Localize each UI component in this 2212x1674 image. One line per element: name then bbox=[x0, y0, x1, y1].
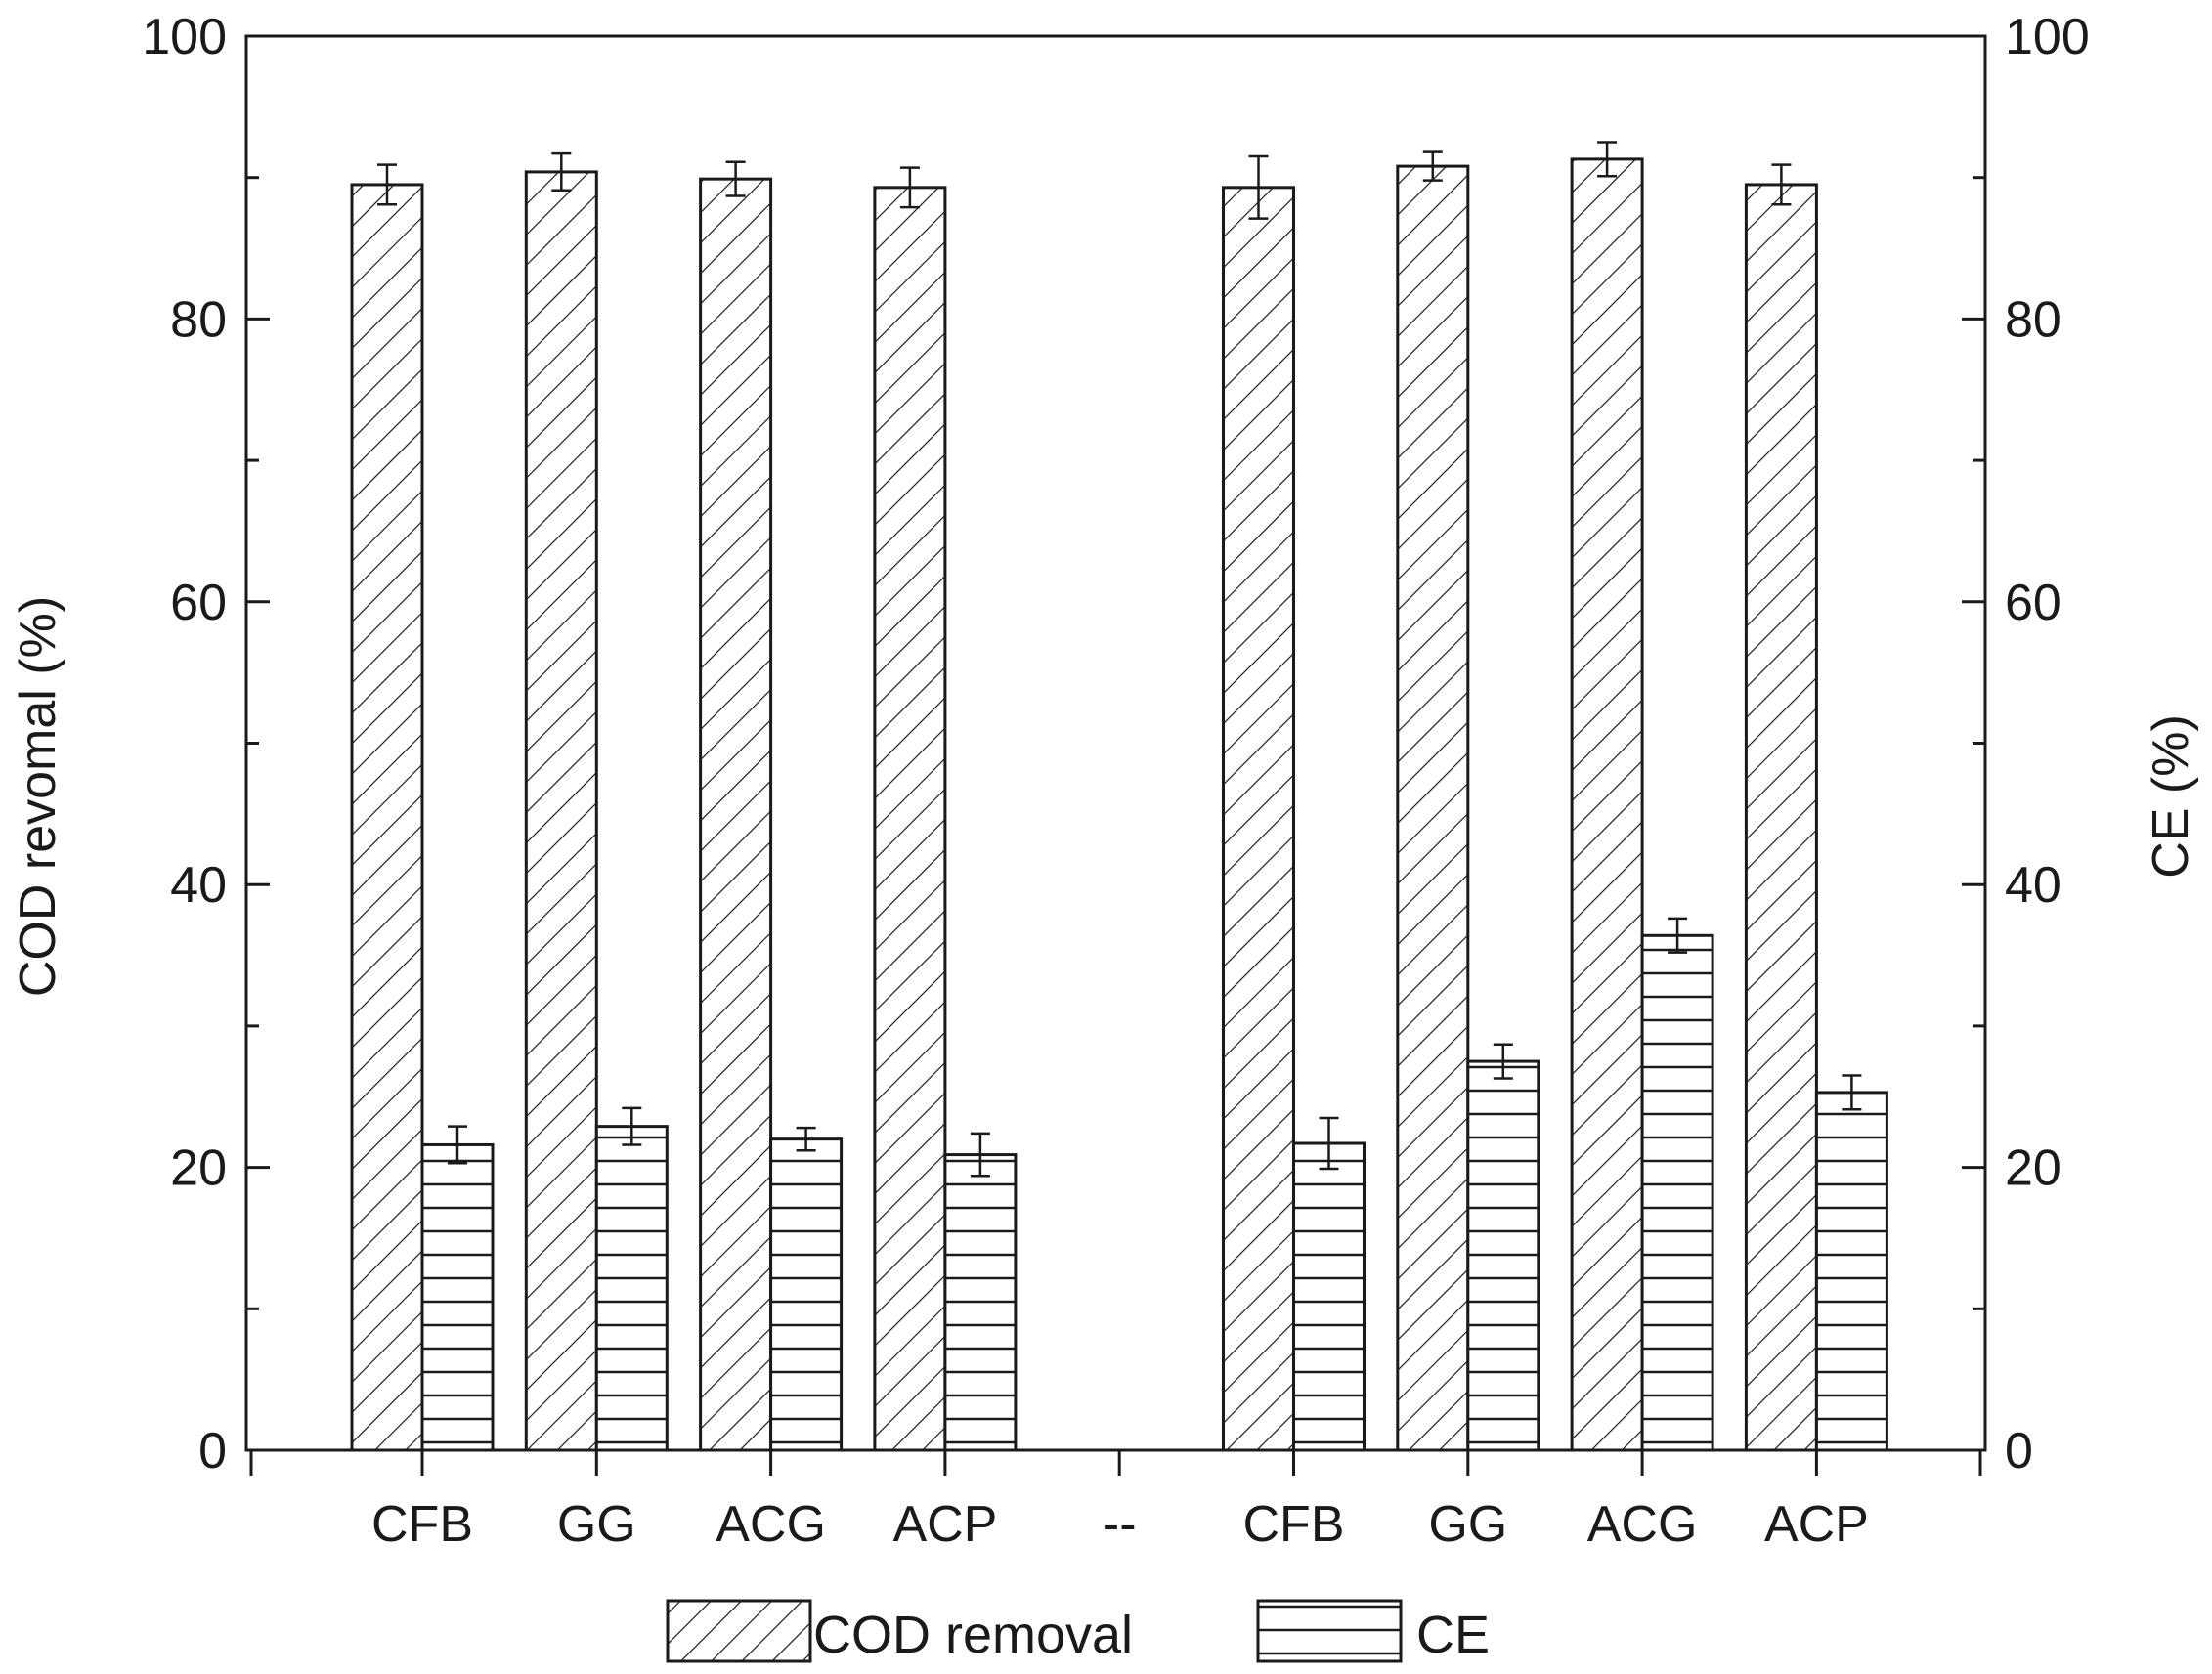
cod-removal-series bbox=[350, 157, 1818, 1452]
y2-tick-label-20: 20 bbox=[2005, 1140, 2061, 1197]
bar-ce-acg-7 bbox=[1640, 933, 1714, 1452]
legend: COD removal CE bbox=[666, 1599, 1490, 1664]
legend-swatch-cod-removal bbox=[666, 1599, 812, 1663]
y-tick-label-0: 0 bbox=[198, 1423, 227, 1480]
bar-cod-removal-acp-3 bbox=[873, 186, 947, 1452]
bar-cod-removal-acp-8 bbox=[1744, 183, 1818, 1452]
bar-cod-removal-gg-6 bbox=[1396, 164, 1470, 1452]
y-tick-label-60: 60 bbox=[170, 575, 227, 631]
y-tick-label-100: 100 bbox=[142, 9, 227, 65]
bar-cod-removal-cfb-0 bbox=[350, 183, 424, 1452]
x-tick-label-acg-7: ACG bbox=[1587, 1496, 1698, 1553]
x-tick-label-separator-4: -- bbox=[1103, 1496, 1137, 1553]
plot-frame bbox=[244, 34, 1987, 1452]
plot-area bbox=[244, 34, 1987, 1476]
x-tick-label-acp-3: ACP bbox=[892, 1496, 997, 1553]
y-axis-title: COD revomal (%) bbox=[10, 596, 66, 997]
left-y-axis: 0 20 40 60 80 100 bbox=[142, 9, 227, 1480]
x-tick-label-acg-2: ACG bbox=[716, 1496, 826, 1553]
y2-tick-label-0: 0 bbox=[2005, 1423, 2033, 1480]
right-y-axis: 0 20 40 60 80 100 bbox=[2005, 9, 2090, 1480]
y-tick-label-80: 80 bbox=[170, 291, 227, 348]
bar-ce-acp-8 bbox=[1814, 1091, 1888, 1452]
y-tick-label-40: 40 bbox=[170, 857, 227, 914]
bar-cod-removal-acg-7 bbox=[1570, 157, 1644, 1452]
x-tick-label-acp-8: ACP bbox=[1764, 1496, 1869, 1553]
legend-swatch-ce bbox=[1256, 1599, 1403, 1663]
x-tick-label-cfb-0: CFB bbox=[371, 1496, 473, 1553]
y2-axis-title: CE (%) bbox=[2143, 714, 2199, 879]
y2-tick-label-100: 100 bbox=[2005, 9, 2090, 65]
bar-ce-cfb-0 bbox=[420, 1142, 495, 1452]
y2-tick-label-60: 60 bbox=[2005, 575, 2061, 631]
bar-ce-gg-6 bbox=[1466, 1059, 1540, 1452]
y2-tick-label-40: 40 bbox=[2005, 857, 2061, 914]
axis-ticks bbox=[246, 34, 1985, 1476]
bar-ce-acp-3 bbox=[943, 1153, 1018, 1452]
y-tick-label-20: 20 bbox=[170, 1140, 227, 1197]
bar-ce-acg-2 bbox=[769, 1137, 844, 1452]
y2-tick-label-80: 80 bbox=[2005, 291, 2061, 348]
x-tick-label-gg-1: GG bbox=[557, 1496, 636, 1553]
bar-cod-removal-acg-2 bbox=[699, 177, 773, 1452]
x-tick-label-cfb-5: CFB bbox=[1243, 1496, 1345, 1553]
x-axis-tick-labels: CFB GG ACG ACP -- CFB GG ACG ACP bbox=[371, 1496, 1869, 1553]
bar-cod-removal-cfb-5 bbox=[1222, 186, 1295, 1452]
legend-label-cod-removal: COD removal bbox=[813, 1606, 1133, 1664]
bar-cod-removal-gg-1 bbox=[524, 170, 598, 1452]
x-tick-label-gg-6: GG bbox=[1428, 1496, 1507, 1553]
ce-series bbox=[420, 933, 1888, 1452]
bar-ce-cfb-5 bbox=[1292, 1141, 1366, 1452]
bar-ce-gg-1 bbox=[594, 1125, 669, 1452]
error-bars bbox=[377, 141, 1862, 1178]
legend-label-ce: CE bbox=[1416, 1606, 1490, 1664]
